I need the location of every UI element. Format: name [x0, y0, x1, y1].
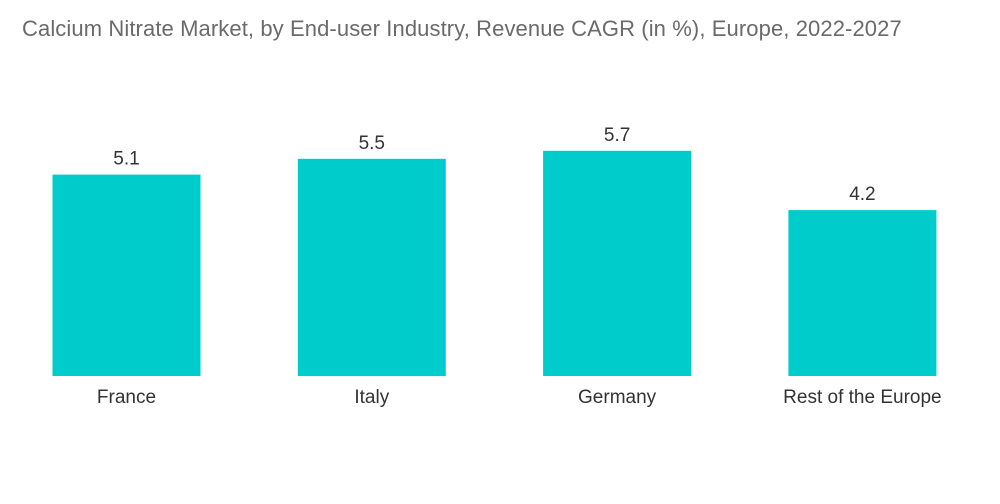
- x-tick-label-rest-of-the-europe: Rest of the Europe: [783, 387, 941, 408]
- value-label-france: 5.1: [113, 149, 139, 170]
- bar-rest-of-the-europe: [788, 210, 937, 376]
- bars-group: [52, 150, 937, 377]
- x-tick-label-germany: Germany: [578, 387, 657, 408]
- x-tick-label-france: France: [97, 387, 156, 408]
- value-label-rest-of-the-europe: 4.2: [849, 184, 875, 205]
- value-labels-group: 5.1 5.5 5.7 4.2: [113, 125, 875, 205]
- bar-italy: [297, 158, 446, 377]
- chart-title: Calcium Nitrate Market, by End-user Indu…: [22, 16, 902, 41]
- value-label-italy: 5.5: [359, 133, 385, 154]
- bar-germany: [543, 150, 692, 376]
- x-tick-label-italy: Italy: [354, 387, 389, 408]
- tick-labels-group: France Italy Germany Rest of the Europe: [97, 387, 942, 408]
- value-label-germany: 5.7: [604, 125, 630, 146]
- bar-france: [52, 174, 201, 376]
